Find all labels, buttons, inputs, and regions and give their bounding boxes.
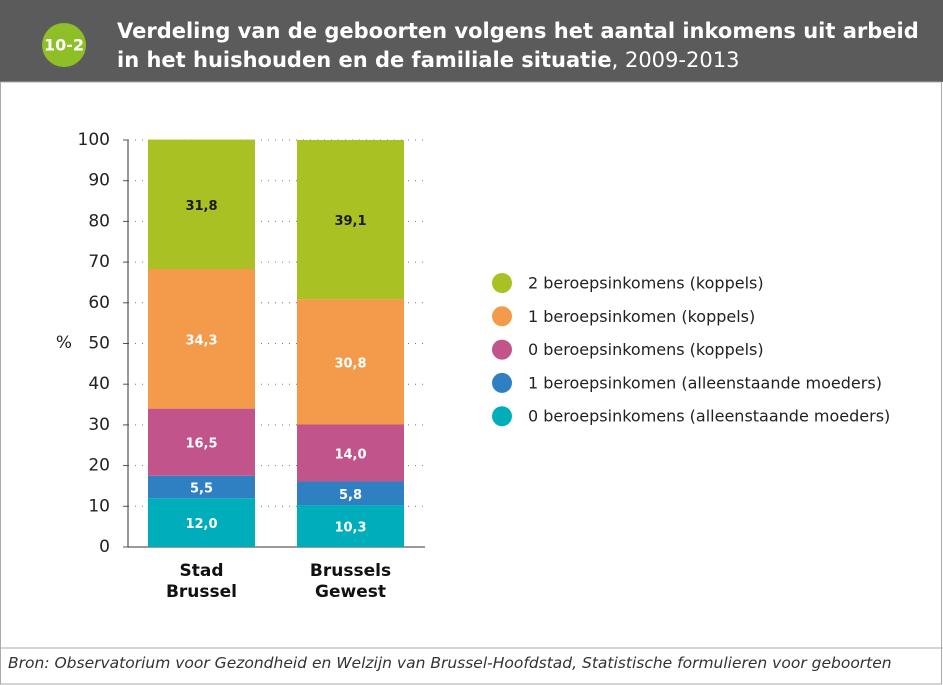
- bar-segment: [297, 481, 404, 506]
- chart-title: Verdeling van de geboorten volgens het a…: [117, 17, 932, 75]
- badge-circle: [42, 23, 86, 67]
- y-axis-label: %: [56, 333, 72, 353]
- legend-label: 0 beroepsinkomens (koppels): [528, 340, 764, 359]
- data-label: 5,5: [190, 481, 213, 496]
- y-tick-label: 40: [88, 374, 110, 394]
- legend-swatch: [492, 306, 512, 327]
- legend-label: 1 beroepsinkomen (koppels): [528, 307, 755, 326]
- legend-label: 0 beroepsinkomens (alleenstaande moeders…: [528, 407, 890, 426]
- data-label: 30,8: [334, 356, 366, 371]
- bar-segment: [297, 424, 404, 482]
- legend-label: 1 beroepsinkomen (alleenstaande moeders): [528, 373, 882, 392]
- data-label: 16,5: [185, 437, 217, 452]
- badge-text: 10-2: [44, 36, 84, 55]
- title-period: , 2009-2013: [611, 48, 740, 72]
- legend-label: 2 beroepsinkomens (koppels): [528, 274, 764, 293]
- y-tick-label: 50: [88, 334, 110, 354]
- bar-segment: [148, 475, 255, 499]
- legend-swatch: [492, 406, 512, 427]
- y-tick-label: 70: [88, 252, 110, 272]
- bar-segment: [148, 139, 255, 270]
- bar-segment: [148, 498, 255, 547]
- y-tick-label: 0: [99, 537, 110, 557]
- bar-segment: [297, 299, 404, 425]
- y-tick-label: 90: [88, 171, 110, 191]
- data-label: 14,0: [334, 447, 366, 462]
- panel-border: [0, 81, 942, 685]
- bar-segment: [297, 505, 404, 547]
- data-label: 10,3: [334, 521, 366, 536]
- x-tick-label: Brussels Gewest: [309, 561, 392, 602]
- x-tick-label: Stad Brussel: [165, 561, 238, 602]
- y-tick-label: 30: [88, 415, 110, 435]
- legend-swatch: [492, 339, 512, 360]
- bar-segment: [148, 408, 255, 476]
- y-tick-label: 10: [88, 496, 110, 516]
- data-label: 5,8: [339, 488, 362, 503]
- y-tick-label: 80: [88, 211, 110, 231]
- source-note: Bron: Observatorium voor Gezondheid en W…: [8, 654, 892, 672]
- data-label: 31,8: [185, 199, 217, 214]
- bar-segment: [148, 269, 255, 409]
- legend-swatch: [492, 372, 512, 393]
- data-label: 34,3: [185, 333, 217, 348]
- data-label: 39,1: [334, 214, 366, 229]
- y-tick-label: 20: [88, 456, 110, 476]
- y-tick-label: 100: [78, 130, 110, 150]
- y-tick-label: 60: [88, 293, 110, 313]
- header-bar: [0, 0, 943, 82]
- bar-segment: [297, 140, 404, 300]
- data-label: 12,0: [185, 517, 217, 532]
- title-main: Verdeling van de geboorten volgens het a…: [117, 19, 919, 72]
- legend-swatch: [492, 273, 512, 293]
